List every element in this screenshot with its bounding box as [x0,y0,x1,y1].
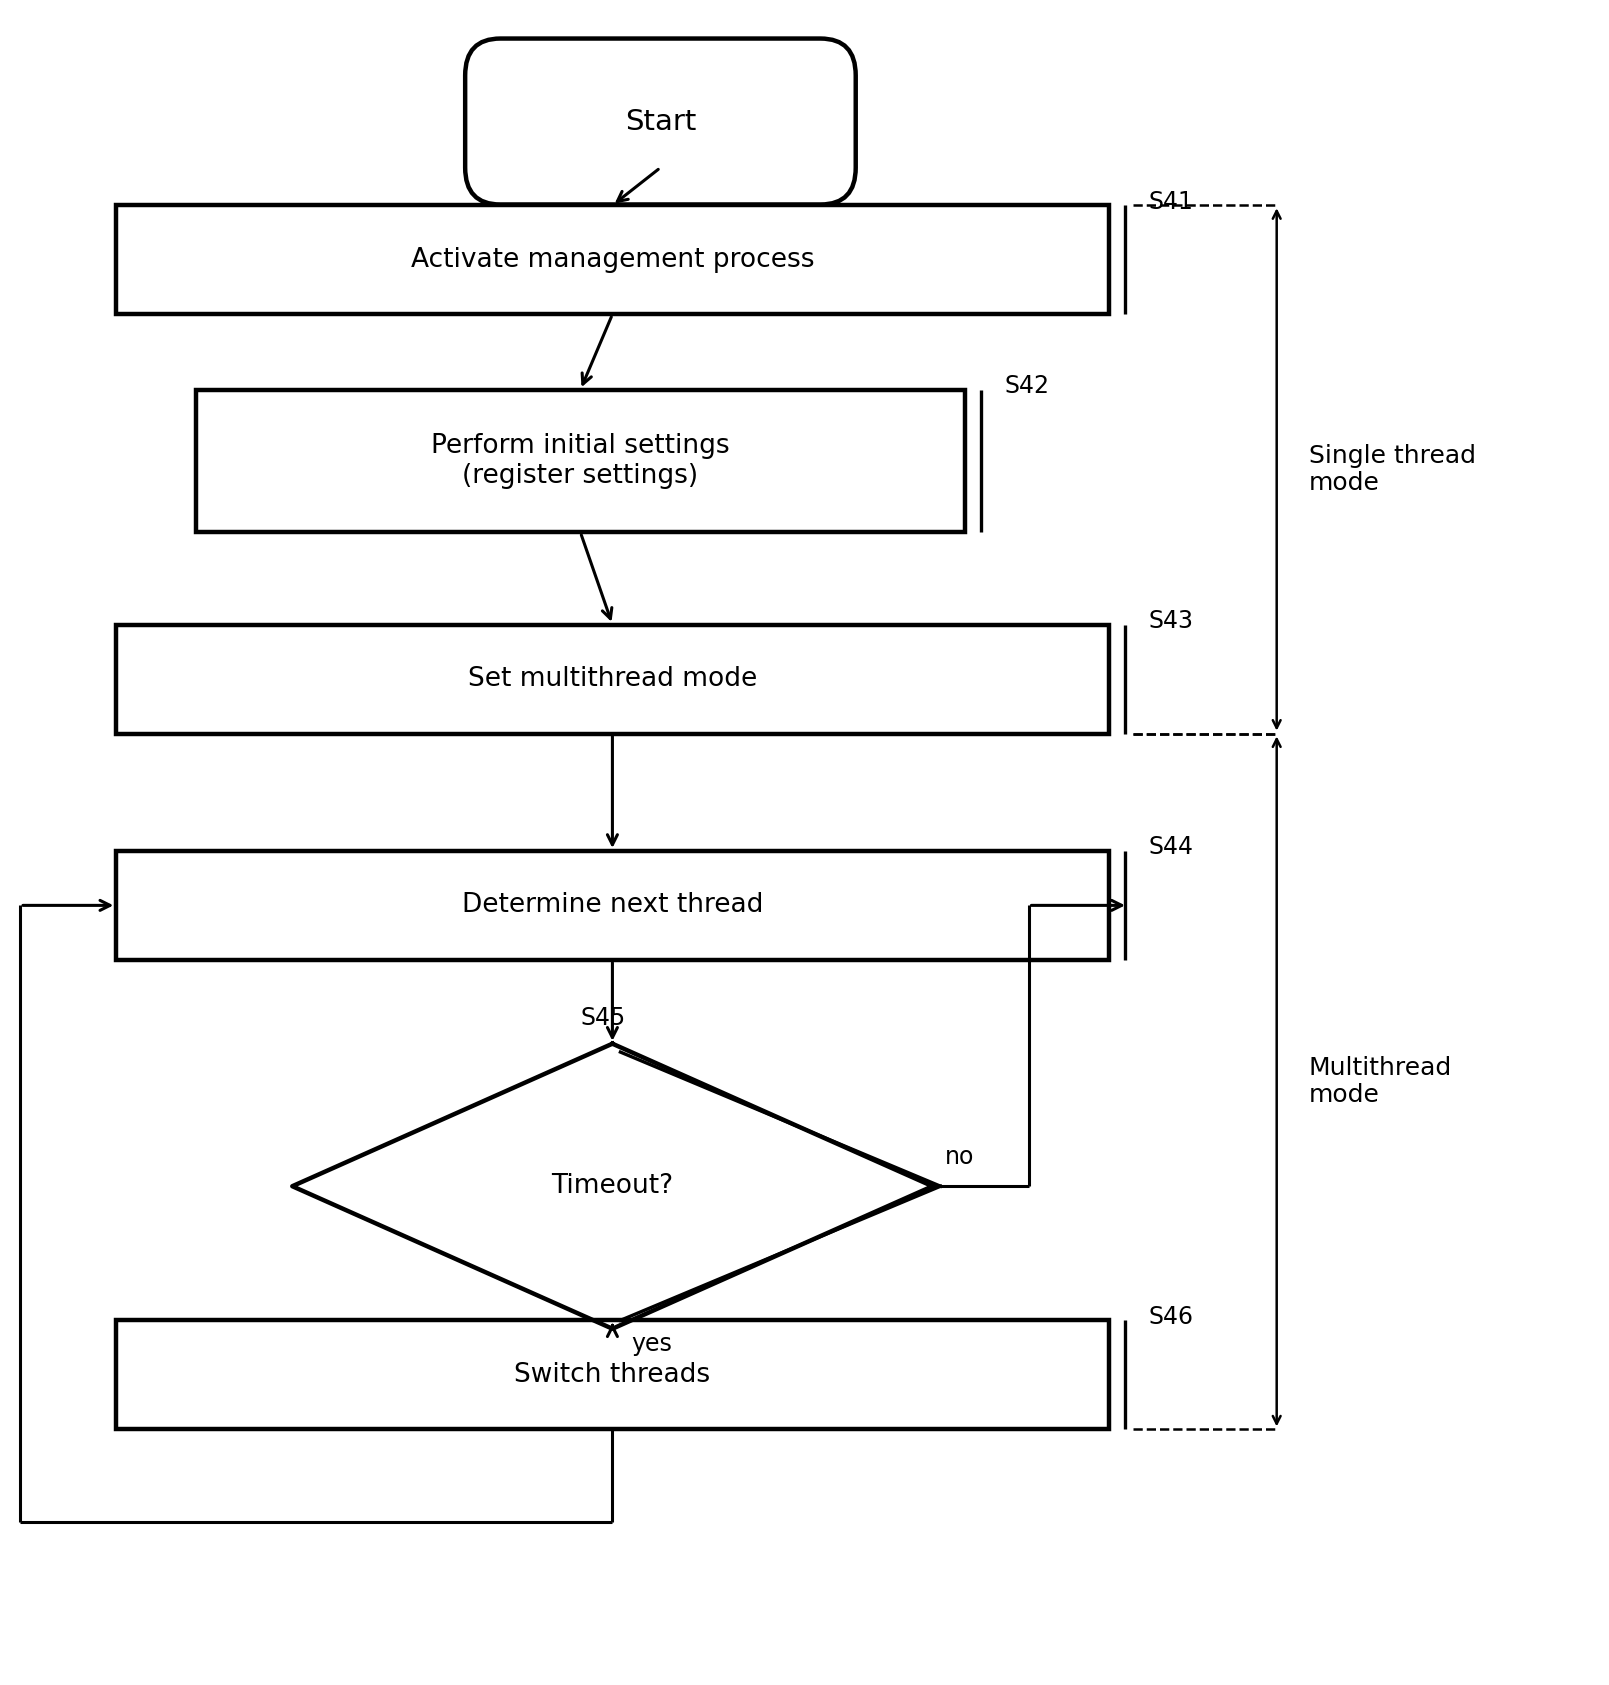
Text: S42: S42 [1004,374,1049,398]
FancyBboxPatch shape [116,625,1109,733]
Text: S45: S45 [581,1006,626,1030]
FancyBboxPatch shape [196,389,964,532]
Text: yes: yes [632,1333,673,1356]
Text: Timeout?: Timeout? [552,1173,674,1200]
FancyBboxPatch shape [116,206,1109,315]
FancyBboxPatch shape [116,851,1109,960]
Text: Multithread
mode: Multithread mode [1308,1055,1451,1107]
Text: Determine next thread: Determine next thread [462,893,763,918]
Text: no: no [946,1146,975,1169]
Text: Single thread
mode: Single thread mode [1308,443,1475,495]
Text: S41: S41 [1149,190,1194,214]
FancyBboxPatch shape [465,39,856,204]
Text: S46: S46 [1149,1304,1194,1329]
Text: Switch threads: Switch threads [515,1361,711,1388]
Text: Set multithread mode: Set multithread mode [468,666,758,693]
Text: Perform initial settings
(register settings): Perform initial settings (register setti… [431,433,730,489]
Text: Start: Start [624,108,697,135]
Text: S44: S44 [1149,836,1194,859]
Text: Activate management process: Activate management process [410,248,814,273]
Text: S43: S43 [1149,608,1194,634]
FancyBboxPatch shape [116,1321,1109,1429]
